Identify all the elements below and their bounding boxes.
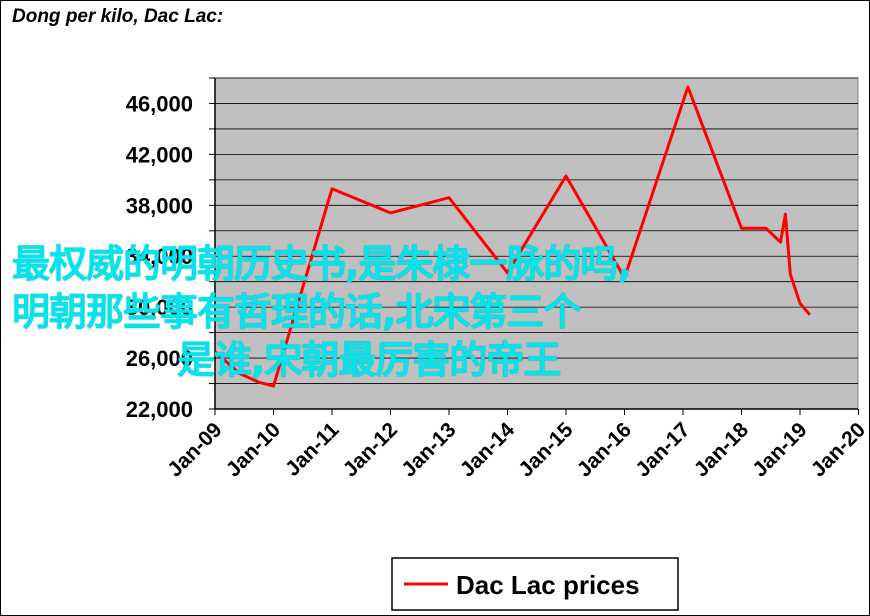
y-tick-label: 22,000 bbox=[126, 397, 193, 422]
x-tick-label: Jan-09 bbox=[163, 418, 226, 481]
x-tick-label: Jan-10 bbox=[222, 418, 285, 481]
overlay-line-2: 明朝那些事有哲理的话,北宋第三个 bbox=[12, 290, 581, 334]
plot-area bbox=[214, 77, 859, 410]
x-tick-label: Jan-17 bbox=[631, 418, 694, 481]
x-tick-label: Jan-14 bbox=[456, 418, 520, 482]
x-tick-label: Jan-12 bbox=[339, 418, 402, 481]
y-tick-label: 38,000 bbox=[126, 193, 193, 218]
series-line-dac-lac-prices bbox=[214, 85, 811, 388]
x-tick-label: Jan-15 bbox=[514, 418, 578, 482]
x-tick-label: Jan-20 bbox=[807, 418, 870, 481]
x-tick-label: Jan-19 bbox=[748, 418, 811, 481]
chart-title: Dong per kilo, Dac Lac: bbox=[12, 6, 224, 27]
x-tick-label: Jan-16 bbox=[573, 418, 636, 481]
y-tick-label: 46,000 bbox=[126, 91, 193, 116]
overlay-line-1: 最权威的明朝历史书,是朱棣一脉的吗, bbox=[12, 242, 632, 286]
legend-label: Dac Lac prices bbox=[456, 570, 640, 600]
x-tick-label: Jan-13 bbox=[397, 418, 460, 481]
x-tick-label: Jan-18 bbox=[690, 418, 754, 482]
y-tick-label: 26,000 bbox=[126, 346, 193, 371]
overlay-line-3: 是谁,宋朝最厉害的帝王 bbox=[177, 338, 561, 382]
y-tick-label: 34,000 bbox=[126, 244, 193, 269]
y-tick-label: 42,000 bbox=[126, 142, 193, 167]
watermark-overlay-text: 最权威的明朝历史书,是朱棣一脉的吗, 明朝那些事有哲理的话,北宋第三个 是谁,宋… bbox=[12, 240, 812, 384]
x-tick-label: Jan-11 bbox=[281, 418, 344, 481]
y-tick-label: 30,000 bbox=[126, 295, 193, 320]
